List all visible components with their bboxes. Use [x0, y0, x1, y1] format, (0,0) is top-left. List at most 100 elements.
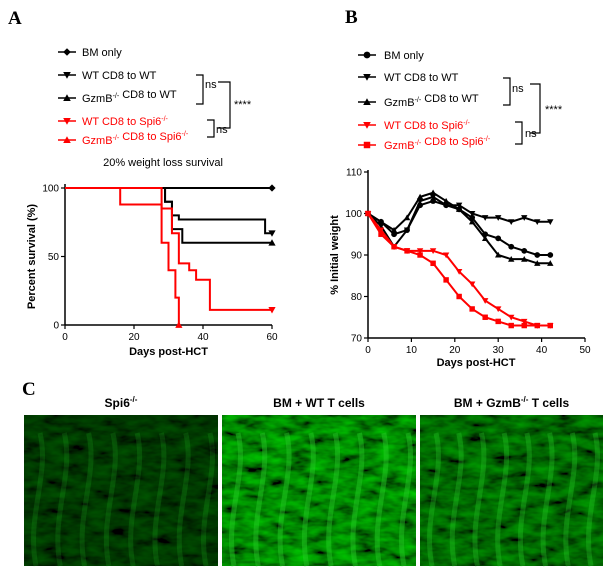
weight-point: [455, 269, 463, 275]
weight-point: [455, 202, 463, 209]
villus: [326, 432, 341, 567]
survival-curve: [65, 187, 272, 244]
villus: [472, 432, 487, 567]
weight-point: [495, 251, 502, 258]
legend-text-part: GzmB: [82, 135, 113, 147]
villus: [152, 432, 167, 567]
villus: [540, 432, 555, 567]
legend-marker: [63, 117, 71, 125]
weight-point: [429, 248, 437, 255]
micrograph-villi: [229, 432, 413, 567]
legend-marker: [363, 141, 371, 149]
micrograph-label-text: T cells: [528, 396, 569, 410]
ns-label-top-a: ns: [205, 79, 217, 91]
legend-text-part: CD8 to WT: [119, 89, 177, 101]
panel-letter-a: A: [8, 8, 22, 29]
weight-point: [442, 197, 450, 204]
y-tick-label-a: 100: [42, 184, 59, 195]
survival-curve: [65, 187, 272, 311]
superscript: -/-: [113, 135, 120, 142]
villus: [253, 432, 268, 567]
bracket-outer-a: [218, 81, 231, 129]
weight-point: [403, 214, 411, 221]
weight-point: [534, 260, 541, 266]
weight-point: [468, 218, 476, 225]
micrograph-label-text: BM + GzmB: [454, 396, 521, 410]
weight-point: [495, 318, 501, 325]
weight-point: [430, 198, 436, 204]
weight-point: [508, 314, 515, 321]
superscript: -/-: [484, 136, 491, 143]
villus: [229, 432, 243, 567]
y-tick-label-b: 110: [346, 168, 362, 179]
weight-point: [534, 219, 541, 225]
superscript: -/-: [182, 131, 189, 138]
ns-label-bottom-a: ns: [216, 124, 228, 136]
villus: [427, 432, 441, 567]
villus: [55, 432, 70, 567]
weight-point: [508, 255, 515, 262]
superscript: -/-: [415, 140, 422, 147]
weight-point: [404, 248, 410, 254]
x-tick-label-a: 60: [266, 332, 278, 343]
legend-text-part: GzmB: [82, 93, 113, 105]
villus: [79, 432, 94, 567]
x-tick-label-b: 0: [365, 345, 371, 356]
weight-point: [377, 227, 385, 234]
x-tick-label-a: 20: [128, 332, 140, 343]
weight-point: [521, 247, 528, 254]
legend-text-part: CD8 to WT: [421, 93, 479, 105]
legend-text-part: WT CD8 to Spi6: [384, 120, 463, 132]
weight-point: [482, 314, 488, 320]
legend-label: GzmB-/- CD8 to WT: [384, 93, 479, 109]
weight-point: [391, 243, 397, 250]
panel-c: Spi6-/- BM + WT T cells BM + GzmB-/- T cel…: [24, 395, 603, 567]
micrograph-villi: [427, 432, 600, 567]
weight-point: [429, 194, 437, 201]
micrograph-image: [420, 415, 603, 566]
y-tick-label-b: 100: [345, 209, 362, 220]
micrograph-label: BM + WT T cells: [273, 396, 365, 410]
weight-point: [495, 306, 502, 313]
significance-brackets-a: ns **** ns: [196, 74, 252, 138]
legend-marker: [363, 98, 371, 106]
weight-point: [547, 322, 553, 329]
survival-end-marker: [268, 184, 276, 192]
survival-end-marker: [268, 239, 276, 246]
x-tick-label-b: 50: [579, 345, 591, 356]
y-axis-title-a: Percent survival (%): [26, 204, 38, 309]
panel-letter-b: B: [345, 7, 358, 28]
weight-point: [547, 252, 554, 258]
weight-point: [508, 219, 515, 225]
villus: [399, 432, 413, 567]
y-tick-label-b: 90: [351, 251, 363, 262]
weight-point: [521, 322, 527, 329]
x-tick-label-b: 20: [449, 345, 461, 356]
survival-end-marker: [268, 230, 276, 237]
x-tick-label-b: 40: [536, 345, 548, 356]
y-tick-label-b: 80: [351, 292, 363, 303]
legend-marker: [363, 51, 371, 59]
weight-point: [443, 277, 449, 283]
weight-point: [429, 189, 437, 196]
legend-marker: [363, 121, 371, 129]
villus: [495, 432, 510, 567]
x-axis-title-b: Days post-HCT: [437, 357, 516, 369]
weight-point: [508, 243, 515, 250]
superscript: -/-: [161, 116, 168, 123]
legend-text-part: WT CD8 to WT: [82, 70, 157, 82]
legend-marker: [63, 71, 71, 79]
legend-marker: [63, 48, 71, 56]
micrograph-label: BM + GzmB-/- T cells: [454, 395, 570, 410]
survival-curve: [65, 187, 180, 325]
weight-point: [534, 252, 541, 258]
weight-point: [508, 322, 514, 329]
villus: [103, 432, 118, 567]
weight-point: [468, 281, 476, 288]
y-tick-label-a: 50: [48, 252, 60, 263]
